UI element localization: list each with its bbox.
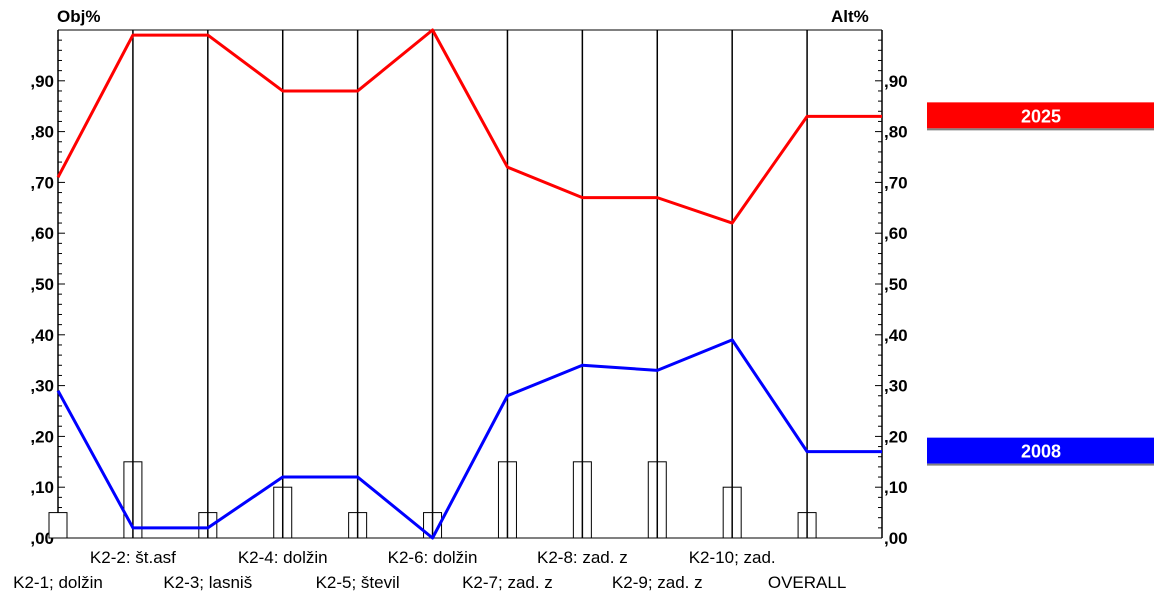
left-tick-label: ,40 [30,326,54,345]
right-tick-label: ,30 [884,377,908,396]
right-tick-label: ,10 [884,478,908,497]
series-line-2008 [56,338,882,540]
category-label: K2-2: št.asf [90,548,176,567]
category-label: K2-7; zad. z [462,573,553,592]
legend-item-2008[interactable]: 2008 [927,437,1154,466]
left-tick-label: ,10 [30,478,54,497]
right-tick-label: ,00 [884,529,908,548]
category-lines [132,30,808,538]
right-axis-title: Alt% [831,7,869,26]
left-tick-label: ,50 [30,275,54,294]
left-axis: ,00 ,10 ,20 ,30 ,40 ,50 ,60 ,70 ,80 ,90 [30,29,65,548]
plot-frame [57,29,883,539]
weight-bar [48,512,68,539]
legend[interactable]: 2025 2008 [927,102,1154,466]
category-labels: K2-1; dolžin K2-2: št.asf K2-3; lasniš K2-4… [13,548,846,592]
legend-item-2025[interactable]: 2025 [927,102,1154,131]
legend-swatch [927,437,1154,464]
category-label: K2-5; števil [316,573,400,592]
right-tick-label: ,80 [884,123,908,142]
left-tick-label: ,20 [30,427,54,446]
left-axis-title: Obj% [57,7,100,26]
legend-label: 2008 [1021,442,1061,462]
right-tick-label: ,40 [884,326,908,345]
left-tick-label: ,30 [30,377,54,396]
category-label: K2-6: dolžin [388,548,478,567]
legend-swatch [927,102,1154,129]
series-lines [56,28,882,540]
right-tick-label: ,50 [884,275,908,294]
category-label: K2-4: dolžin [238,548,328,567]
category-label: K2-10; zad. [689,548,776,567]
left-tick-label: ,80 [30,123,54,142]
category-label: K2-1; dolžin [13,573,103,592]
left-tick-label: ,00 [30,529,54,548]
category-label: K2-3; lasniš [163,573,252,592]
category-label: OVERALL [768,573,846,592]
right-axis: ,00 ,10 ,20 ,30 ,40 ,50 ,60 ,70 ,80 ,90 [875,29,908,548]
right-tick-label: ,90 [884,72,908,91]
right-tick-label: ,20 [884,427,908,446]
right-tick-label: ,60 [884,224,908,243]
left-tick-label: ,90 [30,72,54,91]
legend-label: 2025 [1021,106,1061,126]
category-label: K2-9; zad. z [612,573,703,592]
series-line-2025 [56,28,882,225]
category-label: K2-8: zad. z [537,548,628,567]
left-tick-label: ,60 [30,224,54,243]
left-tick-label: ,70 [30,173,54,192]
right-tick-label: ,70 [884,173,908,192]
